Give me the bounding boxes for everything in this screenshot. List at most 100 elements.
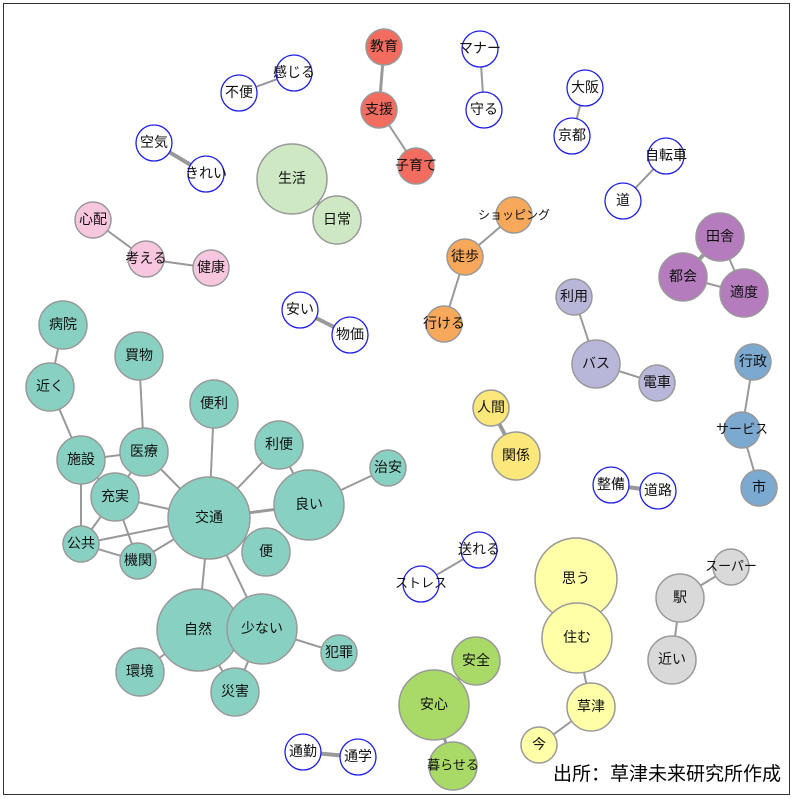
node-circle-gyosei — [734, 343, 772, 381]
node-label-kuki: 空気 — [140, 135, 168, 151]
node-label-shisetsu: 施設 — [67, 452, 95, 468]
node-label-okureru: 送れる — [458, 542, 500, 558]
node-circle-kikan — [119, 542, 157, 580]
node-circle-seibi — [592, 466, 630, 504]
node-label-kanjiru: 感じる — [273, 64, 315, 81]
node-kankei: 関係 — [491, 431, 541, 481]
node-label-chian: 治安 — [374, 460, 402, 476]
node-shisetsu: 施設 — [56, 435, 106, 485]
node-circle-kangaeru — [127, 240, 165, 278]
node-shinpai: 心配 — [74, 201, 112, 239]
node-label-gyosei: 行政 — [739, 354, 767, 370]
node-benri: 便利 — [189, 379, 239, 429]
node-toho: 徒歩 — [446, 238, 484, 276]
node-label-kusatsu: 草津 — [577, 699, 605, 715]
node-circle-shi — [740, 469, 778, 507]
node-circle-inaka — [695, 212, 745, 262]
node-kosodate: 子育て — [395, 147, 437, 185]
node-kankyo: 環境 — [115, 647, 165, 697]
node-circle-ikeru — [425, 305, 463, 343]
node-gyosei: 行政 — [734, 343, 772, 381]
node-label-chikaku: 近く — [36, 379, 64, 395]
node-hanzai: 犯罪 — [320, 634, 358, 672]
node-circle-ima — [520, 726, 558, 764]
node-label-kenko: 健康 — [197, 259, 225, 276]
node-label-kirei: きれい — [185, 166, 227, 182]
node-label-shien: 支援 — [365, 102, 393, 118]
node-circle-kotsu — [167, 476, 251, 560]
node-fuben: 不便 — [220, 74, 258, 112]
node-circle-osaka — [566, 69, 604, 107]
node-label-sukunai: 少ない — [241, 621, 283, 637]
node-label-seibi: 整備 — [597, 477, 625, 493]
node-chian: 治安 — [369, 449, 407, 487]
node-label-iryo: 医療 — [130, 443, 158, 460]
node-kuki: 空気 — [135, 124, 173, 162]
node-circle-fuben — [220, 74, 258, 112]
node-circle-hanzai — [320, 634, 358, 672]
node-kikan: 機関 — [119, 542, 157, 580]
node-label-nichijo: 日常 — [323, 212, 351, 228]
node-circle-kankei — [491, 431, 541, 481]
node-circle-michi — [604, 182, 642, 220]
node-shopping: ショッピング — [478, 196, 550, 234]
node-circle-riben — [254, 420, 304, 470]
node-circle-byoin — [38, 300, 88, 350]
node-label-michi: 道 — [616, 193, 630, 209]
node-label-saigai: 災害 — [221, 684, 249, 700]
node-tokai: 都会 — [658, 252, 708, 302]
node-okureru: 送れる — [458, 531, 500, 569]
node-bukka: 物価 — [331, 316, 369, 354]
node-doro: 道路 — [639, 472, 677, 510]
node-kirei: きれい — [185, 155, 227, 193]
node-circle-kusatsu — [566, 682, 616, 732]
node-circle-toho — [446, 238, 484, 276]
node-circle-ningen — [472, 389, 510, 427]
node-label-stress: ストレス — [395, 577, 447, 592]
node-circle-anshin — [398, 669, 470, 741]
node-label-ikeru: 行ける — [423, 316, 465, 332]
node-circle-tekido — [719, 268, 769, 318]
node-circle-kankyo — [115, 647, 165, 697]
node-label-tokai: 都会 — [669, 269, 697, 285]
node-label-riyo: 利用 — [560, 289, 588, 305]
node-circle-service — [723, 411, 761, 449]
node-circle-saigai — [210, 667, 260, 717]
source-note: 出所：草津未来研究所作成 — [552, 763, 781, 785]
node-circle-chikai — [647, 635, 697, 685]
node-circle-nichijo — [312, 195, 362, 245]
node-circle-shinpai — [74, 201, 112, 239]
node-label-jitensha: 自転車 — [645, 147, 687, 164]
node-label-kotsu: 交通 — [195, 509, 223, 526]
node-kotsu: 交通 — [167, 476, 251, 560]
node-label-manner: マナー — [459, 41, 501, 57]
node-circle-mamoru — [465, 91, 503, 129]
node-label-tsugaku: 通学 — [344, 749, 372, 765]
node-label-anshin: 安心 — [420, 697, 448, 713]
node-circle-eki — [655, 573, 705, 623]
node-riyo: 利用 — [555, 278, 593, 316]
node-circle-bukka — [331, 316, 369, 354]
node-sukunai: 少ない — [226, 593, 298, 665]
node-yoi: 良い — [273, 469, 345, 541]
node-label-bin: 便 — [259, 544, 273, 560]
node-label-kyoto: 京都 — [558, 128, 586, 144]
node-tsukin: 通勤 — [284, 733, 322, 771]
node-byoin: 病院 — [38, 300, 88, 350]
node-circle-yoi — [273, 469, 345, 541]
node-label-bus: バス — [582, 356, 610, 372]
node-label-shizen: 自然 — [184, 621, 212, 638]
node-label-kankyo: 環境 — [126, 664, 154, 680]
node-circle-shopping — [495, 196, 533, 234]
node-circle-manner — [461, 30, 499, 68]
node-eki: 駅 — [655, 573, 705, 623]
node-circle-sukunai — [226, 593, 298, 665]
node-circle-chian — [369, 449, 407, 487]
node-label-service: サービス — [716, 423, 768, 438]
node-label-tsukin: 通勤 — [289, 744, 317, 760]
node-label-ima: 今 — [532, 737, 546, 753]
node-label-tekido: 適度 — [730, 284, 758, 301]
node-circle-densha — [638, 364, 676, 402]
node-label-yasui: 安い — [286, 302, 314, 318]
